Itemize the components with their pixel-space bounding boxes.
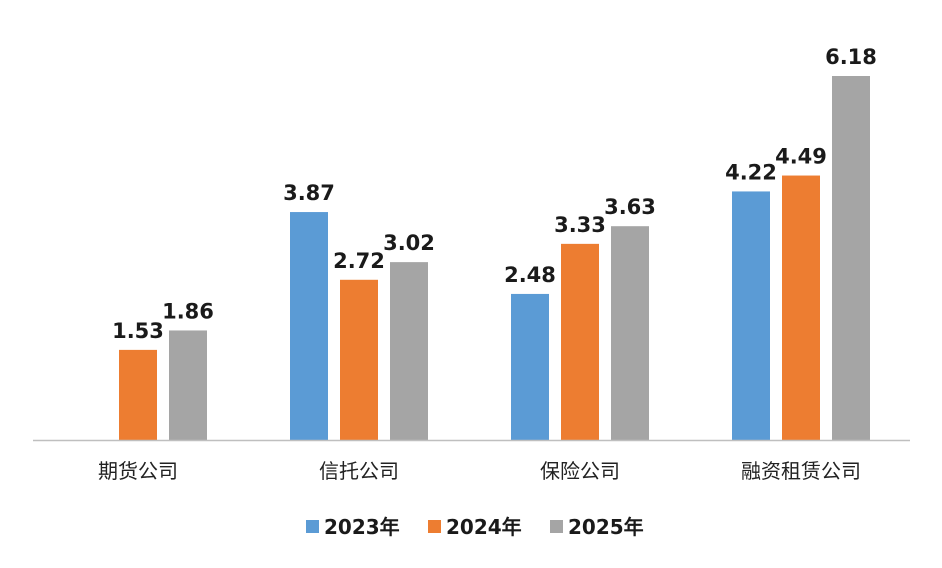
data-label: 2.72 — [333, 249, 385, 273]
legend: 2023年 2024年 2025年 — [306, 515, 644, 539]
bar — [290, 212, 328, 440]
data-label: 6.18 — [825, 45, 877, 69]
legend-label: 2024年 — [446, 515, 522, 539]
data-label: 2.48 — [504, 263, 556, 287]
bar — [390, 262, 428, 440]
category-label: 期货公司 — [98, 459, 178, 483]
category-label: 信托公司 — [319, 459, 399, 483]
legend-swatch — [550, 520, 563, 533]
legend-label: 2025年 — [568, 515, 644, 539]
data-label: 4.22 — [725, 160, 777, 184]
bar — [340, 279, 378, 440]
category-label: 融资租赁公司 — [741, 459, 861, 483]
legend-swatch — [428, 520, 441, 533]
value-labels-layer: 1.531.86 3.87 2.723.02 2.48 3.333.63 4.224.49… — [112, 45, 877, 343]
bar — [169, 330, 207, 440]
category-labels-layer: 期货公司 信托公司 保险公司 融资租赁公司 — [98, 459, 861, 483]
bar — [732, 191, 770, 440]
category-label: 保险公司 — [540, 459, 620, 483]
legend-swatch — [306, 520, 319, 533]
bars-layer — [119, 76, 870, 441]
data-label: 1.86 — [162, 299, 214, 323]
bar — [611, 226, 649, 440]
bar — [561, 243, 599, 440]
bar — [832, 76, 870, 440]
data-label: 3.87 — [283, 181, 335, 205]
bar — [782, 175, 820, 441]
bar — [119, 349, 157, 440]
data-label: 1.53 — [112, 319, 164, 343]
data-label: 3.33 — [554, 213, 606, 237]
data-label: 4.49 — [775, 145, 827, 169]
bar — [511, 293, 549, 440]
data-label: 3.02 — [383, 231, 435, 255]
legend-label: 2023年 — [324, 515, 400, 539]
data-label: 3.63 — [604, 195, 656, 219]
